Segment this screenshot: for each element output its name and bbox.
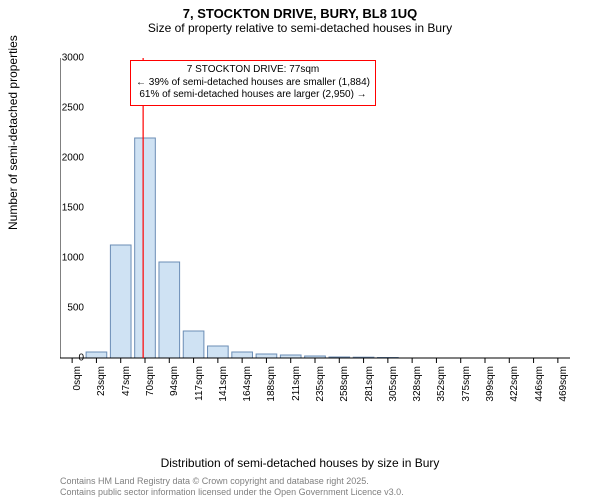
x-tick-label: 258sqm	[339, 366, 350, 406]
y-tick-label: 1000	[44, 253, 84, 264]
annotation-box: 7 STOCKTON DRIVE: 77sqm ← 39% of semi-de…	[130, 60, 376, 106]
y-tick-label: 2500	[44, 103, 84, 114]
attribution-line: Contains public sector information licen…	[60, 487, 404, 498]
x-tick-label: 0sqm	[72, 366, 83, 406]
y-axis-label: Number of semi-detached properties	[6, 35, 20, 230]
y-tick-label: 500	[44, 303, 84, 314]
x-tick-label: 23sqm	[96, 366, 107, 406]
x-tick-label: 399sqm	[485, 366, 496, 406]
title-sub: Size of property relative to semi-detach…	[0, 21, 600, 39]
annotation-line: 61% of semi-detached houses are larger (…	[136, 89, 370, 102]
x-tick-label: 328sqm	[412, 366, 423, 406]
x-tick-label: 281sqm	[364, 366, 375, 406]
annotation-line: 7 STOCKTON DRIVE: 77sqm	[136, 64, 370, 77]
title-main: 7, STOCKTON DRIVE, BURY, BL8 1UQ	[0, 0, 600, 21]
x-tick-label: 375sqm	[461, 366, 472, 406]
y-tick-label: 2000	[44, 153, 84, 164]
x-tick-label: 117sqm	[194, 366, 205, 406]
x-tick-label: 70sqm	[145, 366, 156, 406]
attribution: Contains HM Land Registry data © Crown c…	[60, 476, 404, 499]
chart-container: 7, STOCKTON DRIVE, BURY, BL8 1UQ Size of…	[0, 0, 600, 500]
x-tick-label: 47sqm	[121, 366, 132, 406]
x-tick-label: 94sqm	[169, 366, 180, 406]
y-tick-label: 1500	[44, 203, 84, 214]
x-tick-label: 446sqm	[534, 366, 545, 406]
x-tick-label: 422sqm	[509, 366, 520, 406]
x-tick-label: 211sqm	[291, 366, 302, 406]
x-tick-label: 305sqm	[388, 366, 399, 406]
annotation-line: ← 39% of semi-detached houses are smalle…	[136, 77, 370, 90]
y-tick-label: 3000	[44, 53, 84, 64]
x-tick-label: 469sqm	[558, 366, 569, 406]
x-tick-label: 141sqm	[218, 366, 229, 406]
attribution-line: Contains HM Land Registry data © Crown c…	[60, 476, 404, 487]
x-tick-label: 235sqm	[315, 366, 326, 406]
x-tick-label: 164sqm	[242, 366, 253, 406]
x-tick-label: 352sqm	[436, 366, 447, 406]
x-axis-label: Distribution of semi-detached houses by …	[0, 456, 600, 470]
y-tick-label: 0	[44, 353, 84, 364]
x-tick-label: 188sqm	[266, 366, 277, 406]
